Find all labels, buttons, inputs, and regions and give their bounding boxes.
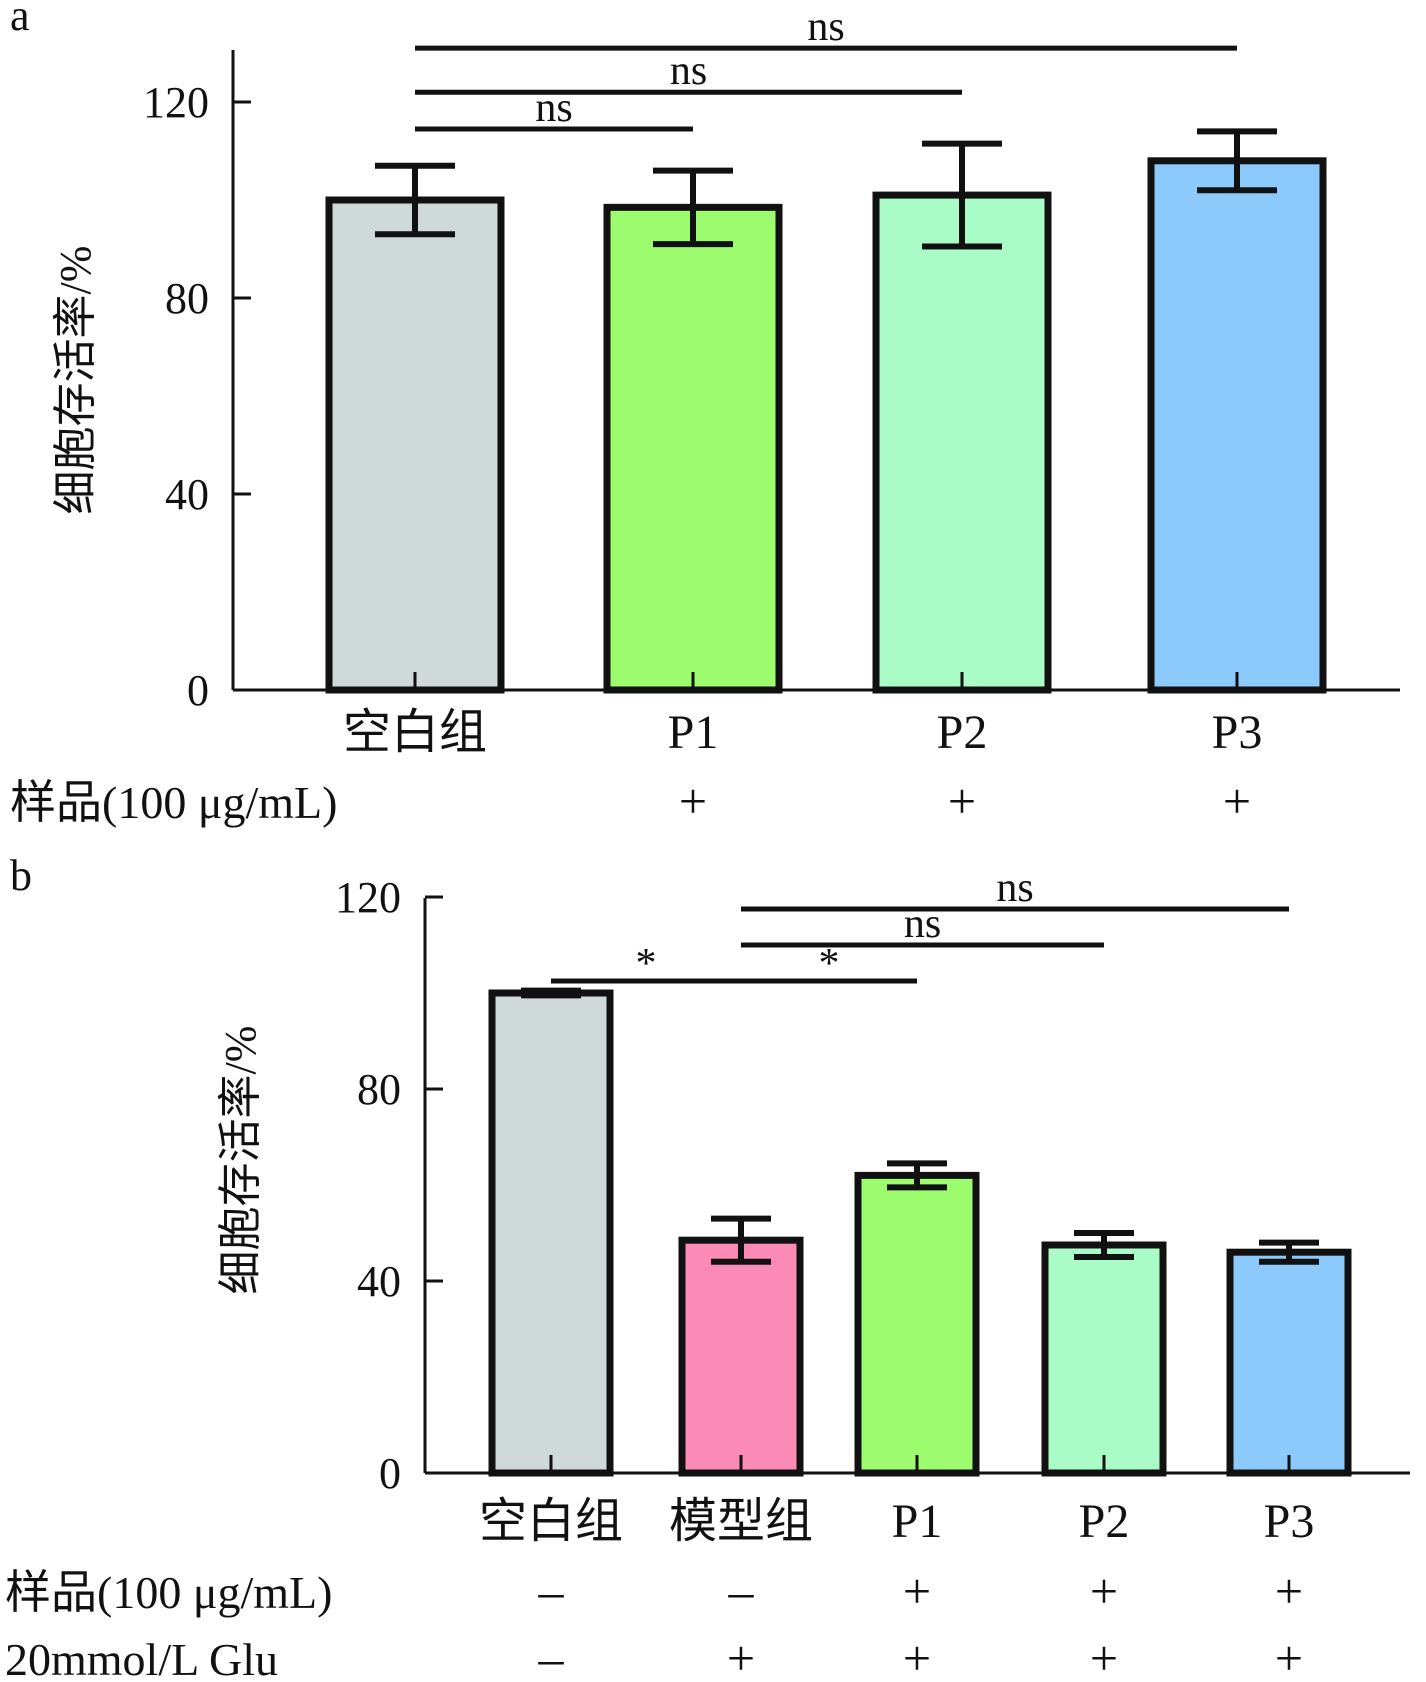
- panel-b-treatment-symbol: +: [1275, 1563, 1303, 1619]
- panel-b-treatment-symbol: –: [538, 1630, 565, 1682]
- panel-a-y-tick-label: 40: [165, 470, 209, 519]
- panel-b-category-label: P1: [892, 1495, 943, 1548]
- panel-b-significance-label: *: [636, 941, 657, 987]
- panel-b-y-tick-label: 0: [379, 1449, 401, 1498]
- panel-a-bar: [603, 203, 783, 694]
- panel-b-treatment-label: 20mmol/L Glu: [5, 1634, 278, 1682]
- panel-b-treatment-label: 样品(100 μg/mL): [5, 1567, 332, 1618]
- panel-b-treatment-symbol: +: [727, 1630, 755, 1682]
- panel-b-category-label: 模型组: [669, 1495, 813, 1548]
- panel-a-treatment-symbol: +: [948, 773, 976, 829]
- panel-a-bar: [1147, 157, 1327, 694]
- panel-a-category-label: P3: [1212, 706, 1263, 759]
- panel-a-y-tick-label: 0: [187, 666, 209, 715]
- panel-b-category-label: 空白组: [479, 1495, 623, 1548]
- panel-a-label: a: [10, 0, 30, 40]
- panel-a-category-label: P1: [668, 706, 719, 759]
- panel-b-y-axis-title: 细胞存活率/%: [216, 1026, 265, 1295]
- panel-a-bar: [872, 191, 1052, 694]
- panel-a-y-tick-label: 120: [143, 78, 209, 127]
- panel-b-y-tick-label: 120: [335, 873, 401, 922]
- panel-b-treatment-symbol: +: [1090, 1563, 1118, 1619]
- panel-a-y-axis-title: 细胞存活率/%: [51, 246, 100, 515]
- panel-b-significance-label: ns: [996, 865, 1033, 911]
- panel-a-bar: [325, 196, 505, 694]
- panel-b-treatment-symbol: +: [903, 1630, 931, 1682]
- panel-b-category-label: P2: [1079, 1495, 1130, 1548]
- panel-b-treatment-symbol: +: [1090, 1630, 1118, 1682]
- panel-a-y-tick-label: 80: [165, 274, 209, 323]
- panel-a-treatment-symbol: +: [1223, 773, 1251, 829]
- panel-b-treatment-symbol: –: [538, 1563, 565, 1619]
- panel-a-category-label: P2: [937, 706, 988, 759]
- panel-b-treatment-symbol: +: [903, 1563, 931, 1619]
- panel-b-bar: [678, 1236, 804, 1477]
- panel-b-y-tick-label: 80: [357, 1065, 401, 1114]
- panel-b-category-label: P3: [1264, 1495, 1315, 1548]
- panel-b-bar: [854, 1171, 980, 1477]
- panel-b-treatment-symbol: +: [1275, 1630, 1303, 1682]
- panel-a-significance-label: ns: [670, 48, 707, 94]
- panel-b-treatment-symbol: –: [728, 1563, 755, 1619]
- panel-a-treatment-label: 样品(100 μg/mL): [10, 777, 337, 828]
- panel-b-label: b: [10, 851, 32, 900]
- panel-a-category-label: 空白组: [343, 706, 487, 759]
- panel-a-significance-label: ns: [807, 4, 844, 50]
- panel-b-y-tick-label: 40: [357, 1257, 401, 1306]
- panel-b-bar: [488, 989, 614, 1477]
- panel-b-significance-label: *: [819, 941, 840, 987]
- panel-b-bar: [1226, 1248, 1352, 1477]
- panel-a-treatment-symbol: +: [679, 773, 707, 829]
- panel-b-bar: [1041, 1241, 1167, 1477]
